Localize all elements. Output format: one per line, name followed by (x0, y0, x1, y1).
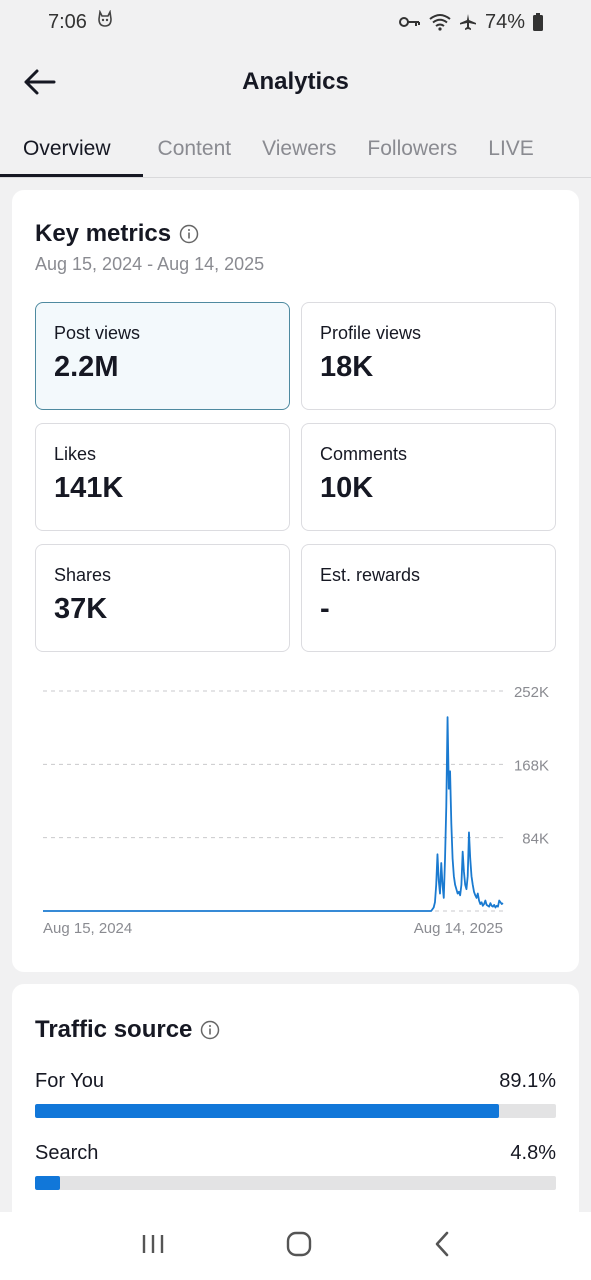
page-title: Analytics (242, 68, 349, 95)
metric-label: Est. rewards (320, 565, 421, 585)
traffic-bar-fill (35, 1176, 60, 1190)
key-metrics-title: Key metrics (35, 220, 172, 247)
date-range: Aug 15, 2024 - Aug 14, 2025 (35, 254, 265, 274)
app-header: Analytics (0, 44, 591, 120)
metric-label: Comments (320, 444, 408, 464)
recent-apps-icon[interactable] (140, 1232, 166, 1261)
notification-icon (97, 9, 113, 34)
chart-x-tick-label: Aug 15, 2024 (43, 920, 132, 937)
traffic-source-title: Traffic source (35, 1016, 193, 1043)
wifi-icon (429, 13, 451, 31)
tab-content[interactable]: Content (157, 136, 232, 160)
chart-y-tick-label: 84K (522, 831, 549, 848)
arrow-left-icon (24, 69, 56, 95)
metric-comments[interactable]: Comments 10K (301, 423, 556, 531)
chart-series-line (43, 716, 504, 912)
tab-overview[interactable]: Overview (0, 120, 143, 178)
info-icon[interactable] (179, 224, 199, 244)
traffic-percent: 4.8% (510, 1142, 556, 1164)
metric-value: 18K (320, 351, 374, 383)
key-metrics-heading: Key metrics (35, 220, 199, 248)
metric-post-views[interactable]: Post views 2.2M (35, 302, 290, 410)
traffic-bar-track (35, 1104, 556, 1118)
tab-followers[interactable]: Followers (367, 136, 458, 160)
metric-likes[interactable]: Likes 141K (35, 423, 290, 531)
key-metrics-card: Key metrics Aug 15, 2024 - Aug 14, 2025 … (12, 190, 579, 972)
metric-est-rewards[interactable]: Est. rewards - (301, 544, 556, 652)
post-views-chart[interactable]: 252K 168K 84K Aug 15, 2024 Aug 14, 2025 (12, 670, 579, 950)
traffic-bar-fill (35, 1104, 500, 1118)
traffic-source-card: Traffic source For You 89.1% Search 4.8% (12, 984, 579, 1224)
home-icon[interactable] (285, 1230, 313, 1263)
battery-text: 74% (484, 10, 525, 33)
airplane-mode-icon (459, 13, 477, 31)
tab-live[interactable]: LIVE (488, 136, 534, 160)
status-bar: 7:06 74% (0, 0, 591, 44)
traffic-label: Search (35, 1142, 99, 1164)
metric-label: Profile views (320, 323, 422, 343)
chart-y-tick-label: 168K (514, 757, 549, 774)
traffic-percent: 89.1% (499, 1070, 556, 1092)
metric-profile-views[interactable]: Profile views 18K (301, 302, 556, 410)
metric-value: 10K (320, 472, 374, 504)
back-button[interactable] (22, 64, 62, 100)
chart-x-tick-label: Aug 14, 2025 (414, 920, 503, 937)
metric-label: Shares (54, 565, 112, 585)
traffic-bar-track (35, 1176, 556, 1190)
tab-viewers[interactable]: Viewers (262, 136, 337, 160)
metric-label: Likes (54, 444, 97, 464)
info-icon[interactable] (200, 1020, 220, 1040)
metric-value: 37K (54, 593, 108, 625)
vpn-key-icon (398, 15, 421, 29)
system-nav-bar (0, 1212, 591, 1280)
tab-bar: Overview Content Viewers Followers LIVE (0, 120, 591, 178)
chart-y-tick-label: 252K (514, 684, 549, 701)
metric-value: - (320, 593, 330, 625)
traffic-label: For You (35, 1070, 104, 1092)
battery-icon (533, 13, 543, 31)
metric-shares[interactable]: Shares 37K (35, 544, 290, 652)
metric-value: 2.2M (54, 351, 119, 383)
back-nav-icon[interactable] (432, 1230, 452, 1263)
metric-label: Post views (54, 323, 141, 343)
status-time: 7:06 (48, 10, 87, 33)
metric-value: 141K (54, 472, 124, 504)
traffic-source-heading: Traffic source (35, 1016, 220, 1044)
